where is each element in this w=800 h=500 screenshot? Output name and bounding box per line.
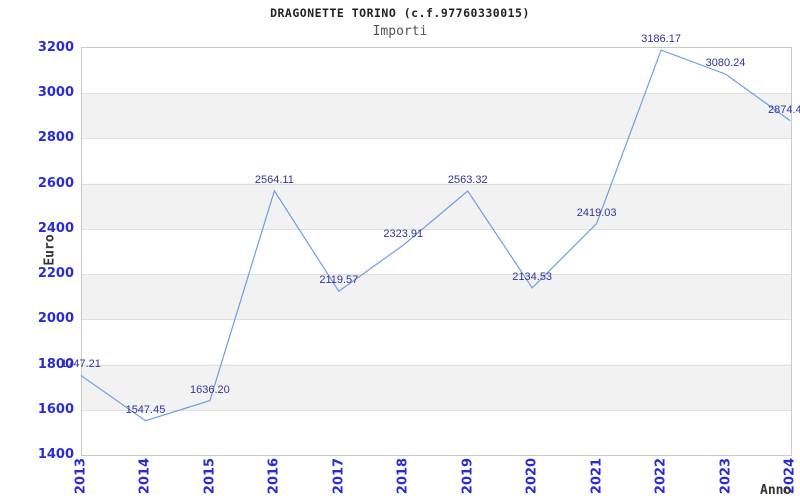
y-tick-label: 2400 [37,220,74,236]
y-tick-label: 2200 [37,266,74,282]
grid-line [82,274,791,276]
point-value-label: 2323.91 [383,228,424,241]
point-value-label: 1636.20 [190,383,230,396]
x-tick-label: 2015 [202,457,218,495]
x-tick-label: 2017 [331,457,347,495]
point-value-label: 2119.57 [319,274,359,287]
y-tick-label: 1800 [37,356,74,372]
x-axis-title: Anno [760,483,792,498]
x-tick-label: 2016 [266,457,282,495]
chart-title: DRAGONETTE TORINO (c.f.97760330015) [270,6,530,20]
grid-line [82,93,791,95]
x-tick-label: 2023 [718,457,734,495]
grid-line [82,319,791,321]
point-value-label: 1547.45 [125,403,166,416]
y-tick-label: 3200 [37,40,74,55]
point-value-label: 2564.11 [254,173,294,186]
plot-area [81,47,792,456]
point-value-label: 3186.17 [641,33,681,46]
x-tick-label: 2019 [460,457,476,495]
x-tick-label: 2014 [137,457,153,495]
x-tick-label: 2018 [395,457,411,495]
point-value-label: 2134.53 [512,270,553,283]
x-tick-label: 2020 [524,457,540,495]
x-tick-label: 2013 [73,457,89,495]
grid-line [82,228,791,230]
grid-line [82,409,791,411]
x-tick-label: 2022 [653,457,669,495]
y-tick-label: 2600 [37,175,74,191]
grid-line [82,138,791,140]
point-value-label: 3080.24 [705,57,746,70]
y-tick-label: 2800 [37,130,74,146]
point-value-label: 2874.4 [768,103,800,116]
chart-subtitle: Importi [372,24,428,39]
point-value-label: 1747.21 [61,358,101,371]
grid-line [82,364,791,366]
point-value-label: 2563.32 [447,173,488,186]
x-tick-label: 2021 [589,457,605,495]
grid-line [82,183,791,185]
y-tick-label: 1400 [37,447,74,462]
y-tick-label: 2000 [37,311,74,327]
point-value-label: 2419.03 [576,206,617,219]
y-tick-label: 1600 [37,401,74,417]
y-axis-title: Euro [42,234,58,266]
y-tick-label: 3000 [37,85,74,101]
